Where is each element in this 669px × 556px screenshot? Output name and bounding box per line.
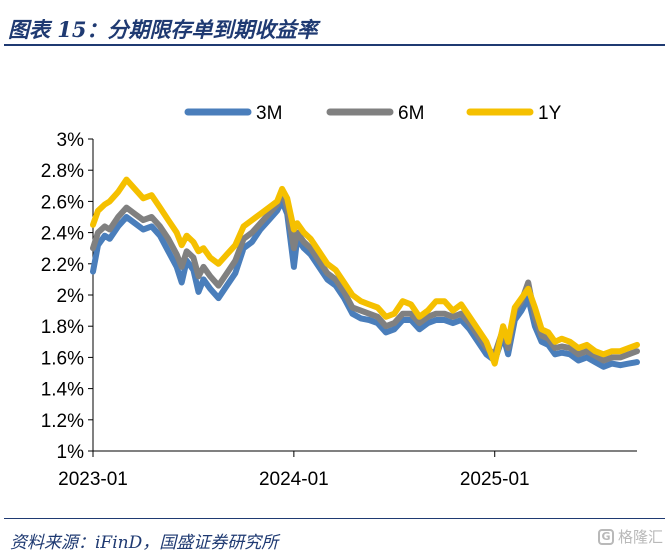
y-tick-label: 3% [57,130,85,151]
y-axis: 3% 2.8% 2.6% 2.4% 2.2% 2% 1.8% 1.6% 1.4% 1.2% 1% [41,130,94,463]
x-tick-label: 2025-01 [460,469,530,490]
y-tick-label: 1.8% [41,317,84,338]
y-tick-label: 1% [57,442,85,463]
legend: 3M 6M 1Y [184,103,562,124]
chart-area: 3M 6M 1Y 3% 2.8% 2.6% 2.4% 2.2% 2% 1.8% 1.6% 1.4% 1… [0,52,669,512]
watermark-logo-icon: G [597,528,614,545]
legend-label-3m: 3M [256,103,282,124]
series-line-3m [90,198,640,370]
watermark: G 格隆汇 [597,526,663,547]
figure-title: 图表 15：分期限存单到期收益率 [8,17,318,42]
y-tick-label: 2% [57,286,85,307]
line-chart: 3M 6M 1Y 3% 2.8% 2.6% 2.4% 2.2% 2% 1.8% 1.6% 1.4% 1… [41,103,640,490]
y-tick-label: 1.4% [41,380,84,401]
y-tick-label: 1.2% [41,411,84,432]
source-note: 资料来源：iFinD，国盛证券研究所 [10,533,279,553]
figure-header: 图表 15：分期限存单到期收益率 [0,0,669,52]
legend-label-6m: 6M [398,103,424,124]
series-line-6m [90,189,640,364]
x-tick-label: 2023-01 [58,469,128,490]
x-tick-label: 2024-01 [259,469,329,490]
title-divider [4,44,665,46]
y-tick-label: 2.8% [41,161,84,182]
y-tick-label: 1.6% [41,348,84,369]
plot-area [90,176,640,370]
figure-footer: 资料来源：iFinD，国盛证券研究所 G 格隆汇 [0,518,669,556]
y-tick-label: 2.2% [41,255,84,276]
legend-label-1y: 1Y [538,103,562,124]
watermark-text: 格隆汇 [617,528,663,546]
y-tick-label: 2.6% [41,192,84,213]
x-axis: 2023-01 2024-01 2025-01 [58,450,637,490]
y-tick-label: 2.4% [41,224,84,245]
series-line-1y [90,176,640,367]
footer-divider [4,518,665,519]
